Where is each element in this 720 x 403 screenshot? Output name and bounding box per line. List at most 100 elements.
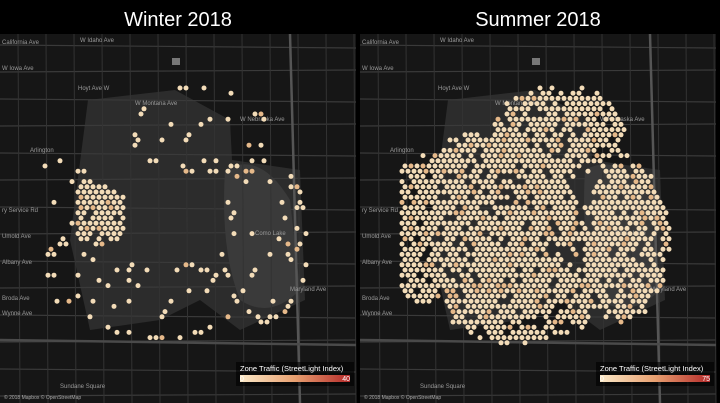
traffic-hex: [612, 163, 618, 169]
traffic-hex: [99, 231, 105, 237]
traffic-hex: [468, 236, 474, 242]
traffic-hex: [606, 184, 612, 190]
traffic-hex: [603, 127, 609, 133]
traffic-hex: [531, 293, 537, 299]
traffic-hex: [504, 101, 510, 107]
traffic-hex: [486, 319, 492, 325]
traffic-hex: [633, 210, 639, 216]
traffic-hex: [636, 225, 642, 231]
traffic-hex: [561, 127, 567, 133]
traffic-hex: [459, 158, 465, 164]
traffic-hex: [639, 293, 645, 299]
traffic-hex: [627, 262, 633, 268]
traffic-hex: [612, 257, 618, 263]
traffic-hex: [567, 137, 573, 143]
traffic-hex: [492, 277, 498, 283]
traffic-hex: [558, 132, 564, 138]
traffic-hex: [162, 309, 168, 315]
traffic-hex: [267, 314, 273, 320]
traffic-hex: [114, 205, 120, 211]
traffic-hex: [546, 288, 552, 294]
traffic-hex: [231, 293, 237, 299]
traffic-hex: [615, 303, 621, 309]
traffic-hex: [618, 205, 624, 211]
traffic-hex: [417, 179, 423, 185]
street-label: ry Service Rd: [2, 208, 38, 214]
traffic-hex: [597, 283, 603, 289]
traffic-hex: [402, 267, 408, 273]
traffic-hex: [519, 272, 525, 278]
traffic-hex: [558, 257, 564, 263]
traffic-hex: [513, 272, 519, 278]
traffic-hex: [105, 283, 111, 289]
traffic-hex: [573, 116, 579, 122]
traffic-hex: [606, 132, 612, 138]
traffic-hex: [447, 158, 453, 164]
traffic-hex: [432, 225, 438, 231]
traffic-hex: [105, 199, 111, 205]
traffic-hex: [102, 225, 108, 231]
traffic-hex: [54, 298, 60, 304]
traffic-hex: [480, 309, 486, 315]
traffic-hex: [474, 132, 480, 138]
traffic-hex: [51, 272, 57, 278]
traffic-hex: [633, 262, 639, 268]
traffic-hex: [93, 220, 99, 226]
traffic-hex: [642, 184, 648, 190]
traffic-hex: [111, 210, 117, 216]
traffic-hex: [528, 236, 534, 242]
traffic-hex: [285, 241, 291, 247]
traffic-hex: [633, 199, 639, 205]
traffic-hex: [486, 257, 492, 263]
traffic-hex: [411, 283, 417, 289]
traffic-hex: [126, 298, 132, 304]
traffic-hex: [468, 132, 474, 138]
traffic-hex: [594, 215, 600, 221]
traffic-hex: [510, 298, 516, 304]
traffic-hex: [510, 225, 516, 231]
traffic-hex: [87, 220, 93, 226]
traffic-hex: [612, 215, 618, 221]
traffic-hex: [414, 215, 420, 221]
traffic-hex: [51, 199, 57, 205]
traffic-hex: [621, 251, 627, 257]
traffic-hex: [471, 241, 477, 247]
street-label: W Iowa Ave: [2, 66, 34, 72]
traffic-hex: [420, 236, 426, 242]
traffic-hex: [435, 220, 441, 226]
traffic-hex: [576, 90, 582, 96]
traffic-hex: [441, 147, 447, 153]
traffic-hex: [468, 309, 474, 315]
traffic-hex: [537, 106, 543, 112]
traffic-hex: [432, 277, 438, 283]
traffic-hex: [201, 85, 207, 91]
traffic-hex: [426, 184, 432, 190]
traffic-hex: [201, 158, 207, 164]
traffic-hex: [423, 210, 429, 216]
traffic-hex: [492, 142, 498, 148]
traffic-hex: [624, 173, 630, 179]
traffic-hex: [525, 158, 531, 164]
traffic-hex: [519, 231, 525, 237]
traffic-hex: [543, 106, 549, 112]
traffic-hex: [462, 309, 468, 315]
traffic-hex: [264, 319, 270, 325]
traffic-hex: [96, 225, 102, 231]
traffic-hex: [561, 210, 567, 216]
traffic-hex: [546, 163, 552, 169]
traffic-hex: [594, 121, 600, 127]
traffic-hex: [588, 236, 594, 242]
traffic-hex: [435, 199, 441, 205]
traffic-hex: [525, 303, 531, 309]
street-label: W Iowa Ave: [362, 66, 394, 72]
traffic-hex: [618, 257, 624, 263]
traffic-hex: [492, 173, 498, 179]
street-label: Wynne Ave: [2, 311, 33, 317]
traffic-hex: [588, 246, 594, 252]
traffic-hex: [429, 189, 435, 195]
traffic-hex: [570, 309, 576, 315]
traffic-hex: [528, 246, 534, 252]
traffic-hex: [411, 210, 417, 216]
traffic-hex: [612, 194, 618, 200]
